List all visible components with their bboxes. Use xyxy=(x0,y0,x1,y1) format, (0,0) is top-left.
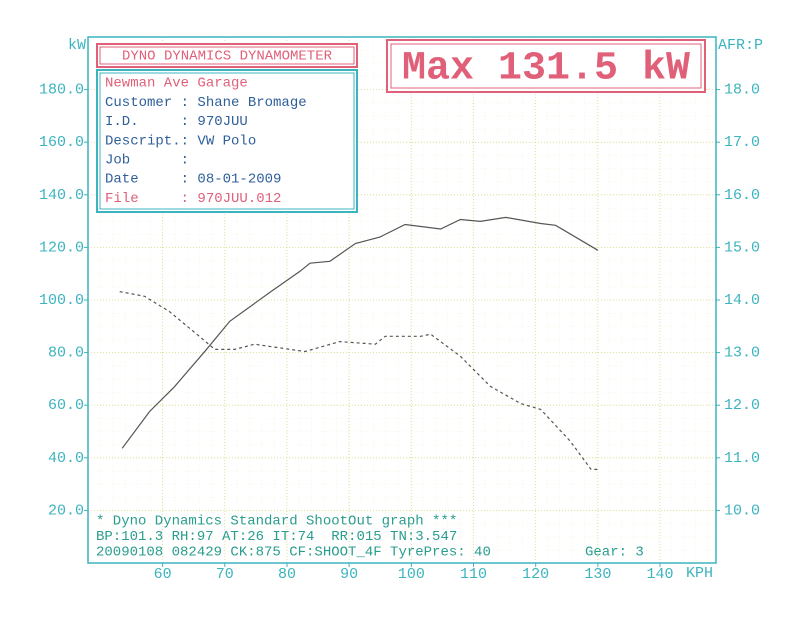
y2-tick-label: 12.0 xyxy=(724,397,760,414)
max-box-inner xyxy=(390,43,702,89)
y2-tick-label: 18.0 xyxy=(724,82,760,99)
info-line: I.D. : 970JUU xyxy=(105,114,248,130)
x-tick-label: 70 xyxy=(216,566,234,583)
y-tick-label: 40.0 xyxy=(48,450,84,467)
info-line: Job : xyxy=(105,153,189,169)
afr-line xyxy=(119,291,598,470)
info-box xyxy=(96,69,358,213)
x-tick-label: 140 xyxy=(647,566,674,583)
info-line: Descript.: VW Polo xyxy=(105,133,256,149)
y2-tick-label: 13.0 xyxy=(724,345,760,362)
y-axis-label: kW xyxy=(68,37,86,54)
y2-axis-label: AFR:P xyxy=(718,37,763,54)
x-tick-label: 130 xyxy=(584,566,611,583)
x-tick-label: 110 xyxy=(460,566,487,583)
y2-tick-label: 17.0 xyxy=(724,134,760,151)
y-tick-label: 160.0 xyxy=(39,134,84,151)
y-tick-label: 100.0 xyxy=(39,292,84,309)
y2-tick-label: 15.0 xyxy=(724,239,760,256)
info-line: Customer : Shane Bromage xyxy=(105,95,307,111)
x-tick-label: 120 xyxy=(522,566,549,583)
footer-line: 20090108 082429 CK:875 CF:SHOOT_4F TyreP… xyxy=(96,545,491,561)
y2-tick-label: 11.0 xyxy=(724,450,760,467)
x-tick-label: 100 xyxy=(398,566,425,583)
info-lines: Newman Ave Garage Customer : Shane Bromag… xyxy=(105,76,307,207)
x-tick-label: 60 xyxy=(154,566,172,583)
info-line: Date : 08-01-2009 xyxy=(105,172,281,188)
y-tick-label: 20.0 xyxy=(48,502,84,519)
title-box-inner xyxy=(99,46,355,65)
footer: * Dyno Dynamics Standard ShootOut graph … xyxy=(96,514,491,561)
max-box xyxy=(386,39,706,93)
y-tick-label: 180.0 xyxy=(39,82,84,99)
y-tick-label: 60.0 xyxy=(48,397,84,414)
footer-line: * Dyno Dynamics Standard ShootOut graph … xyxy=(96,514,457,530)
x-tick-label: 80 xyxy=(278,566,296,583)
y2-tick-label: 14.0 xyxy=(724,292,760,309)
x-tick-label: 90 xyxy=(340,566,358,583)
y-tick-label: 140.0 xyxy=(39,187,84,204)
power-line xyxy=(121,216,599,449)
title-box xyxy=(96,43,358,68)
gear: Gear: 3 xyxy=(585,545,644,561)
info-line: File : 970JUU.012 xyxy=(105,191,281,207)
data xyxy=(119,216,599,470)
y-tick-label: 80.0 xyxy=(48,345,84,362)
info-box-inner xyxy=(99,72,355,210)
footer-line: BP:101.3 RH:97 AT:26 IT:74 RR:015 TN:3.5… xyxy=(96,529,457,545)
y-tick-label: 120.0 xyxy=(39,239,84,256)
x-axis-label: KPH xyxy=(686,565,713,582)
info-line: Newman Ave Garage xyxy=(105,76,248,92)
max-power: Max 131.5 kW xyxy=(402,47,690,92)
y2-tick-label: 10.0 xyxy=(724,502,760,519)
chart-title: DYNO DYNAMICS DYNAMOMETER xyxy=(122,49,333,65)
y2-tick-label: 16.0 xyxy=(724,187,760,204)
